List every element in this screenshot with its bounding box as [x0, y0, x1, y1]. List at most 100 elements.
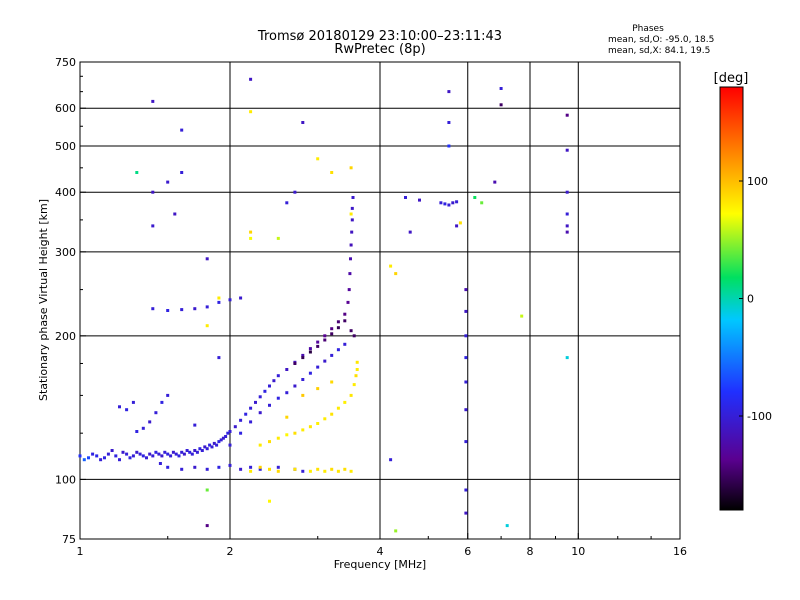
echo-point — [212, 441, 216, 445]
echo-point — [293, 384, 297, 388]
echo-point — [208, 443, 212, 447]
echo-point — [351, 196, 355, 199]
echo-point — [160, 400, 164, 404]
echo-point — [480, 201, 484, 205]
echo-point — [99, 458, 103, 462]
echo-point — [249, 406, 253, 410]
echo-point — [210, 445, 214, 449]
echo-point — [180, 467, 184, 471]
echo-point — [323, 359, 327, 363]
colorbar-tick-label: 0 — [747, 293, 754, 306]
echo-point — [193, 307, 197, 311]
echo-point — [493, 180, 497, 184]
y-tick-label: 400 — [55, 186, 76, 199]
echo-point — [346, 300, 350, 304]
echo-point — [228, 430, 232, 433]
echo-point — [301, 356, 305, 360]
echo-point — [166, 393, 170, 397]
echo-point — [350, 218, 354, 222]
echo-point — [131, 400, 135, 404]
echo-point — [268, 403, 271, 407]
echo-point — [174, 452, 178, 456]
echo-point — [169, 454, 173, 458]
echo-point — [249, 110, 253, 114]
echo-point — [200, 449, 204, 452]
echo-point — [349, 166, 353, 170]
echo-point — [464, 288, 468, 292]
echo-point — [389, 458, 393, 462]
x-tick-label: 8 — [527, 545, 534, 558]
echo-point — [221, 436, 225, 440]
echo-point — [118, 405, 121, 409]
echo-point — [276, 465, 280, 469]
echo-point — [166, 309, 170, 312]
echo-point — [205, 257, 209, 261]
echo-point — [565, 230, 569, 234]
echo-point — [171, 450, 175, 454]
echo-point — [355, 360, 359, 364]
echo-point — [285, 368, 289, 371]
echo-point — [258, 467, 262, 471]
echo-point — [301, 121, 305, 124]
echo-point — [226, 431, 230, 435]
echo-point — [268, 440, 271, 444]
echo-point — [95, 454, 99, 458]
echo-point — [141, 426, 145, 430]
echo-point — [354, 374, 358, 378]
echo-point — [160, 454, 164, 458]
echo-point — [336, 348, 340, 352]
colorbar-ticks: 100 0 -100 — [739, 175, 772, 423]
echo-point — [219, 438, 223, 442]
echo-point — [308, 347, 312, 351]
echo-point — [103, 456, 106, 460]
x-tick-label: 6 — [464, 545, 471, 558]
echo-point — [239, 431, 243, 435]
y-axis-label: Stationary phase Virtual Height [km] — [37, 199, 50, 401]
y-tick-label: 500 — [55, 140, 76, 153]
echo-point — [455, 224, 459, 228]
echo-point — [91, 452, 95, 456]
echo-point — [447, 121, 451, 124]
echo-point — [316, 344, 320, 348]
gridlines — [80, 62, 680, 539]
x-axis-label: Frequency [MHz] — [334, 558, 426, 571]
echo-point — [228, 463, 232, 467]
echo-point — [249, 465, 253, 469]
echo-point — [499, 103, 503, 107]
echo-point — [447, 203, 451, 207]
echo-point — [499, 87, 503, 90]
echo-point — [151, 99, 155, 103]
echo-point — [451, 201, 455, 205]
echo-point — [565, 113, 569, 117]
echo-point — [293, 431, 297, 435]
echo-point — [355, 368, 359, 371]
echo-point — [285, 433, 289, 437]
y-tick-label: 75 — [62, 533, 76, 546]
echo-point — [203, 445, 207, 449]
echo-point — [158, 462, 162, 465]
echo-point — [316, 365, 320, 369]
echo-point — [349, 243, 353, 247]
stats-x-mode: mean, sd,X: 84.1, 19.5 — [608, 46, 710, 56]
echo-point — [276, 236, 280, 240]
echo-point — [148, 420, 152, 424]
echo-point — [268, 499, 271, 503]
stats-o-mode: mean, sd,O: -95.0, 18.5 — [608, 35, 714, 45]
echo-point — [323, 338, 327, 342]
echo-point — [443, 202, 447, 206]
echo-point — [276, 436, 280, 440]
echo-point — [173, 212, 177, 216]
echo-point — [138, 452, 142, 456]
echo-point — [447, 144, 451, 148]
echo-point — [249, 77, 253, 81]
echo-point — [163, 450, 167, 454]
echo-point — [141, 454, 145, 458]
echo-point — [131, 454, 135, 458]
echo-point — [239, 418, 243, 422]
echo-point — [180, 308, 184, 312]
echo-point — [349, 212, 353, 216]
echo-point — [455, 200, 459, 204]
echo-point — [301, 378, 305, 381]
echo-point — [190, 452, 194, 456]
